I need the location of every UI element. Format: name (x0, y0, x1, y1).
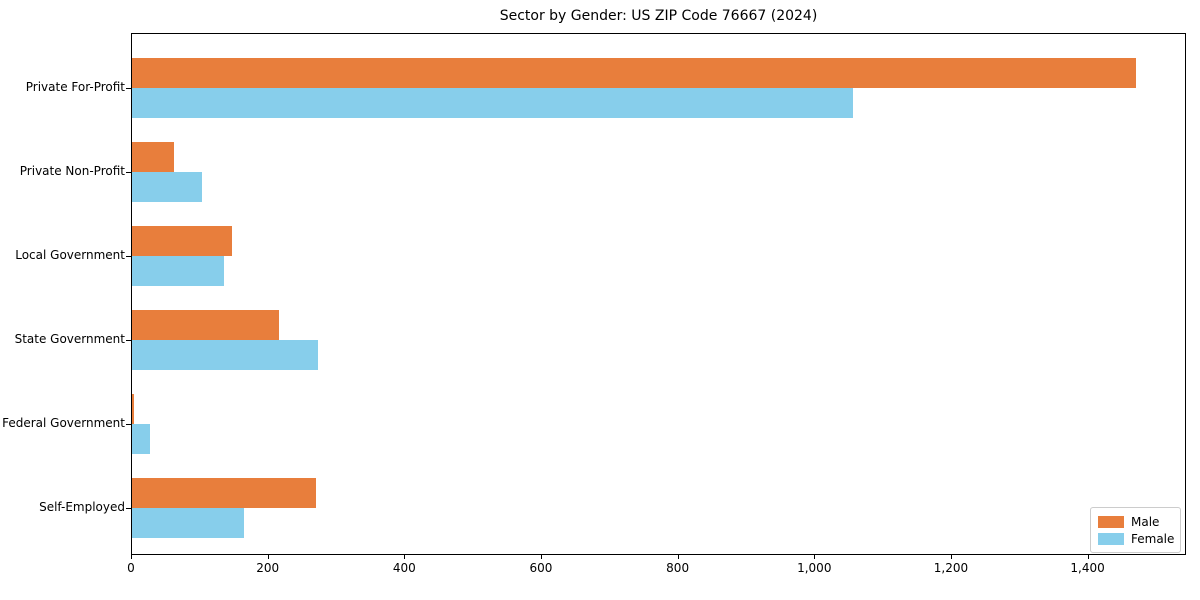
y-axis-label-self-employed: Self-Employed (39, 500, 125, 514)
x-axis-tick-label: 0 (127, 561, 135, 575)
x-tick-mark (404, 555, 406, 559)
legend-label-female: Female (1131, 531, 1175, 546)
bar-female-state-government (132, 340, 318, 370)
x-axis-tick-label: 200 (256, 561, 280, 575)
legend: Male Female (1090, 507, 1181, 553)
bar-male-local-government (132, 226, 232, 256)
x-axis-tick-label: 1,200 (933, 561, 969, 575)
x-axis-tick-label: 400 (392, 561, 416, 575)
y-axis-label-federal-government: Federal Government (2, 416, 125, 430)
bar-female-self-employed (132, 508, 245, 538)
y-axis-label-private-non-profit: Private Non-Profit (19, 164, 125, 178)
x-tick-mark (540, 555, 542, 559)
bar-male-federal-government (132, 394, 135, 424)
x-tick-mark (950, 555, 952, 559)
legend-swatch-female (1098, 532, 1124, 545)
bar-male-state-government (132, 310, 279, 340)
y-tick-mark (126, 172, 131, 173)
x-tick-mark (1087, 555, 1089, 559)
y-tick-mark (126, 256, 131, 257)
y-axis-label-state-government: State Government (14, 332, 125, 346)
bar-female-local-government (132, 256, 224, 286)
x-axis-tick-label: 1,000 (797, 561, 832, 575)
y-axis-label-local-government: Local Government (15, 248, 125, 262)
bar-male-self-employed (132, 478, 317, 508)
x-tick-mark (814, 555, 816, 559)
bar-male-private-non-profit (132, 142, 175, 172)
x-tick-mark (677, 555, 679, 559)
x-tick-mark (267, 555, 269, 559)
bar-male-private-for-profit (132, 58, 1137, 88)
bar-female-private-non-profit (132, 172, 203, 202)
x-axis-tick-label: 1,400 (1070, 561, 1105, 575)
x-axis-tick-label: 800 (666, 561, 690, 575)
y-tick-mark (126, 340, 131, 341)
x-tick-mark (131, 555, 132, 559)
y-axis-label-private-for-profit: Private For-Profit (25, 80, 125, 94)
legend-swatch-male (1098, 515, 1124, 528)
y-tick-mark (126, 508, 131, 509)
plot-area (131, 33, 1186, 555)
legend-label-male: Male (1131, 514, 1160, 529)
legend-entry-female: Female (1098, 531, 1175, 546)
x-axis-tick-label: 600 (529, 561, 553, 575)
y-tick-mark (126, 88, 131, 89)
bar-female-private-for-profit (132, 88, 853, 118)
chart-title: Sector by Gender: US ZIP Code 76667 (202… (499, 8, 818, 24)
legend-entry-male: Male (1098, 515, 1173, 529)
y-tick-mark (126, 424, 131, 425)
bar-female-federal-government (132, 424, 150, 454)
